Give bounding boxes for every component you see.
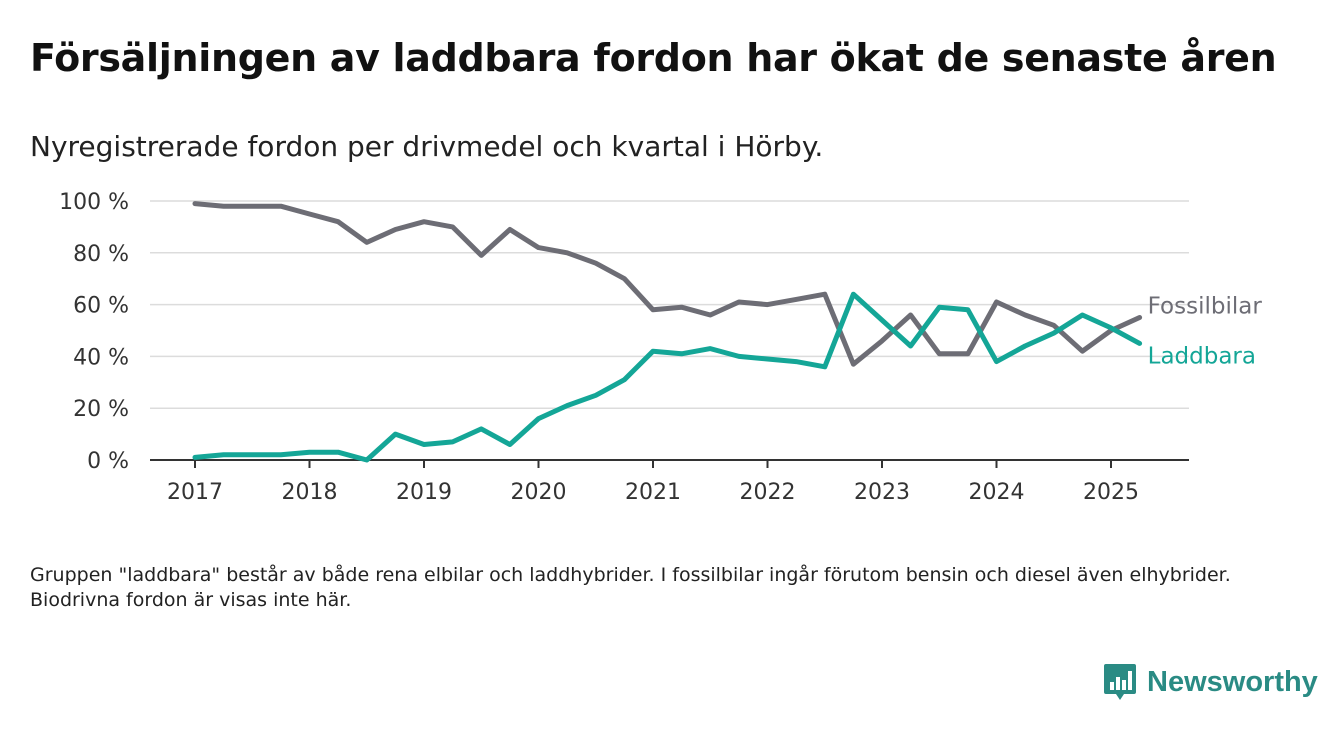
- y-tick-label: 60 %: [73, 294, 129, 319]
- series-lines: [192, 201, 1143, 463]
- gridlines: [150, 200, 1189, 409]
- x-axis-ticks: 2017 2018 2019 2020 2021 2022 2023 2024 2025: [167, 460, 1139, 505]
- x-tick-label: 2019: [396, 480, 452, 505]
- y-tick-label: 100 %: [59, 190, 129, 215]
- brand-name: Newsworthy: [1147, 665, 1318, 698]
- brand-logo: Newsworthy: [1103, 662, 1318, 702]
- x-tick-label: 2018: [282, 480, 338, 505]
- series-label-fossilbilar: Fossilbilar: [1148, 294, 1263, 320]
- chart-subtitle: Nyregistrerade fordon per drivmedel och …: [30, 130, 824, 163]
- x-tick-label: 2023: [854, 480, 910, 505]
- footnote: Gruppen "laddbara" består av både rena e…: [30, 564, 1231, 611]
- series-line-fossilbilar: [192, 201, 1143, 367]
- x-tick-label: 2020: [511, 480, 567, 505]
- series-labels: Fossilbilar Laddbara: [1148, 294, 1263, 370]
- x-tick-label: 2021: [625, 480, 681, 505]
- x-tick-label: 2024: [969, 480, 1025, 505]
- y-tick-label: 0 %: [87, 449, 129, 474]
- newsworthy-logo-icon: [1104, 664, 1136, 700]
- y-tick-label: 20 %: [73, 397, 129, 422]
- series-line-laddbara: [192, 291, 1143, 463]
- y-tick-label: 40 %: [73, 345, 129, 370]
- y-tick-label: 80 %: [73, 242, 129, 267]
- x-tick-label: 2022: [740, 480, 796, 505]
- x-tick-label: 2025: [1083, 480, 1139, 505]
- y-axis-ticks: 0 % 20 % 40 % 60 % 80 % 100 %: [59, 190, 129, 474]
- chart-title: Försäljningen av laddbara fordon har öka…: [30, 36, 1277, 80]
- series-label-laddbara: Laddbara: [1148, 343, 1256, 369]
- x-tick-label: 2017: [167, 480, 223, 505]
